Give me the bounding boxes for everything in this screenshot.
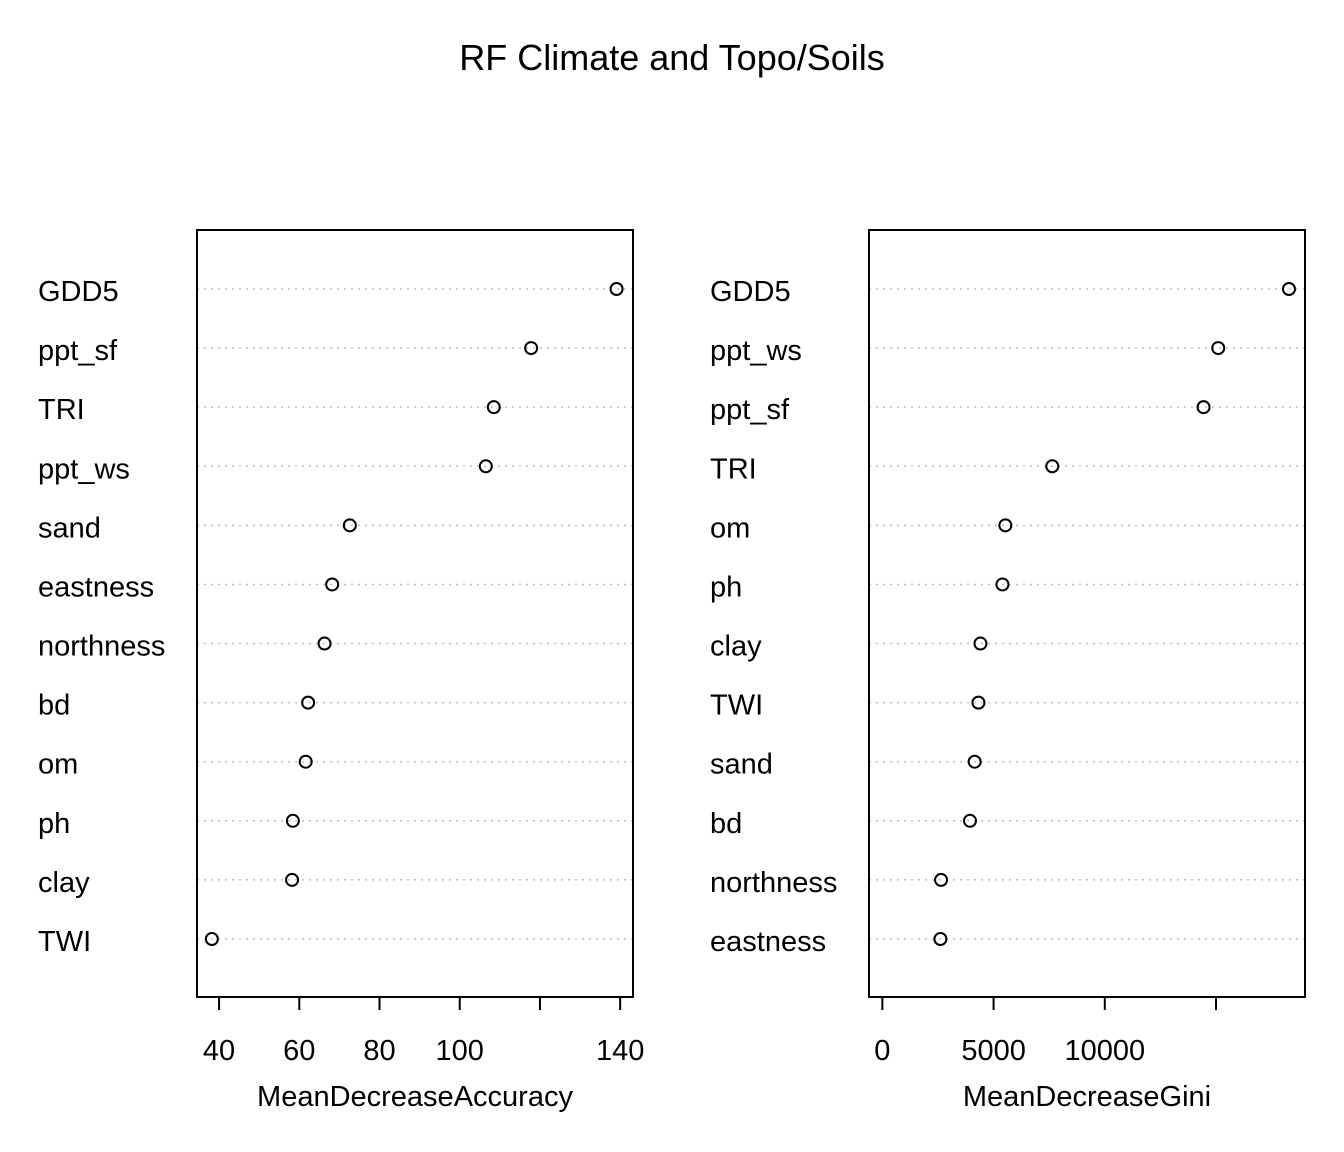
category-label: ppt_ws bbox=[710, 335, 802, 367]
data-point bbox=[933, 931, 948, 946]
category-label: om bbox=[38, 749, 78, 781]
x-tick-label: 0 bbox=[874, 1035, 890, 1067]
data-point bbox=[1281, 282, 1296, 296]
data-point bbox=[934, 872, 949, 887]
x-axis-title: MeanDecreaseGini bbox=[963, 1081, 1211, 1113]
data-point bbox=[962, 813, 977, 828]
x-tick-label: 100 bbox=[436, 1035, 484, 1067]
data-point bbox=[342, 518, 357, 533]
data-point bbox=[285, 813, 300, 828]
category-label: om bbox=[710, 512, 750, 544]
category-label: TRI bbox=[38, 394, 85, 426]
data-point bbox=[1045, 459, 1060, 474]
data-point bbox=[478, 459, 493, 474]
data-point bbox=[301, 695, 316, 710]
plot-frame bbox=[196, 229, 634, 998]
category-label: TWI bbox=[710, 690, 763, 722]
data-point bbox=[285, 872, 300, 887]
category-label: GDD5 bbox=[710, 276, 791, 308]
chart-title: RF Climate and Topo/Soils bbox=[459, 37, 885, 78]
category-label: sand bbox=[38, 512, 101, 544]
category-label: clay bbox=[710, 631, 762, 663]
x-tick-label: 140 bbox=[596, 1035, 644, 1067]
data-point bbox=[317, 636, 332, 651]
data-point bbox=[1211, 341, 1226, 356]
data-point bbox=[325, 577, 340, 592]
data-point bbox=[486, 400, 501, 415]
data-point bbox=[1196, 400, 1211, 415]
data-point bbox=[998, 518, 1013, 533]
data-point bbox=[298, 754, 313, 769]
x-tick-label: 5000 bbox=[961, 1035, 1026, 1067]
category-label: northness bbox=[38, 631, 165, 663]
x-tick-label: 10000 bbox=[1064, 1035, 1145, 1067]
data-point bbox=[524, 341, 539, 356]
data-point bbox=[609, 282, 624, 296]
data-point bbox=[995, 577, 1010, 592]
importance-panel-gini: GDD5 ppt_ws ppt_sf TRI om ph clay TWI sand bd nort… bbox=[710, 229, 1306, 1113]
category-label: eastness bbox=[710, 926, 826, 958]
x-tick-label: 80 bbox=[363, 1035, 395, 1067]
category-label: ph bbox=[38, 808, 70, 840]
category-label: bd bbox=[38, 690, 70, 722]
category-label: clay bbox=[38, 867, 90, 899]
x-tick-label: 40 bbox=[203, 1035, 235, 1067]
category-label: TWI bbox=[38, 926, 91, 958]
category-label: ppt_sf bbox=[710, 394, 790, 426]
category-label: northness bbox=[710, 867, 837, 899]
x-axis-title: MeanDecreaseAccuracy bbox=[257, 1081, 573, 1113]
category-label: sand bbox=[710, 749, 773, 781]
category-label: bd bbox=[710, 808, 742, 840]
category-label: eastness bbox=[38, 571, 154, 603]
data-point bbox=[971, 695, 986, 710]
data-point bbox=[973, 636, 988, 651]
data-point bbox=[204, 931, 219, 946]
category-label: ppt_ws bbox=[38, 453, 130, 485]
category-label: ph bbox=[710, 571, 742, 603]
x-tick-label: 60 bbox=[283, 1035, 315, 1067]
data-point bbox=[967, 754, 982, 769]
category-label: ppt_sf bbox=[38, 335, 118, 367]
category-label: GDD5 bbox=[38, 276, 119, 308]
category-label: TRI bbox=[710, 453, 757, 485]
